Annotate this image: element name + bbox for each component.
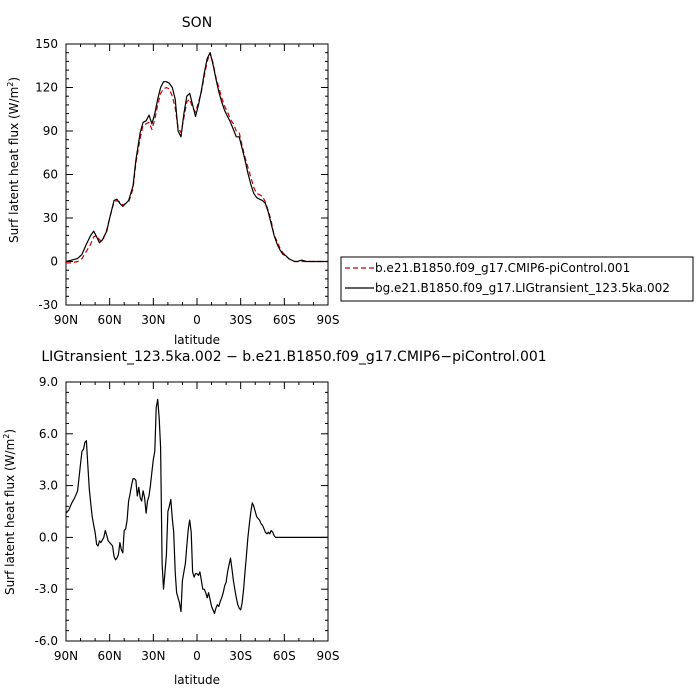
y-tick-label: 120 xyxy=(35,81,58,95)
chart-title: LIGtransient_123.5ka.002 − b.e21.B1850.f… xyxy=(41,349,546,365)
x-tick-label: 0 xyxy=(193,313,201,327)
y-tick-label: 90 xyxy=(43,124,58,138)
x-tick-label: 90S xyxy=(317,649,340,663)
y-tick-label: -30 xyxy=(38,298,58,312)
series-line-1 xyxy=(65,52,328,263)
x-axis-label: latitude xyxy=(174,673,220,687)
plot-area: 90N 60N 30N 0 30S 60S 90S -6.0 -3.0 0.0 3.0 6.0 9.0 xyxy=(35,375,340,663)
y-axis-label: Surf latent heat flux (W/m2) xyxy=(2,429,17,595)
y-tick-label: 0 xyxy=(50,255,58,269)
chart-title: SON xyxy=(182,15,212,31)
x-tick-label: 90S xyxy=(317,313,340,327)
y-axis-label: Surf latent heat flux (W/m2) xyxy=(6,77,21,243)
legend: b.e21.B1850.f09_g17.CMIP6-piControl.001 … xyxy=(340,256,694,302)
y-axis-label-text: Surf latent heat flux (W/m xyxy=(7,87,21,243)
chart-bottom-difference: LIGtransient_123.5ka.002 − b.e21.B1850.f… xyxy=(2,349,547,687)
legend-entry-ligtransient: bg.e21.B1850.f09_g17.LIGtransient_123.5k… xyxy=(375,281,670,295)
x-tick-label: 0 xyxy=(193,649,201,663)
series-line-0 xyxy=(66,52,328,264)
y-axis-label-end: ) xyxy=(7,77,21,82)
y-tick-label: 0.0 xyxy=(39,530,58,544)
x-tick-label: 30N xyxy=(141,313,165,327)
legend-box xyxy=(340,256,694,302)
x-tick-label: 60N xyxy=(98,313,122,327)
plot-frame xyxy=(65,43,329,306)
x-tick-label: 90N xyxy=(54,313,78,327)
y-tick-label: 60 xyxy=(43,168,58,182)
y-axis-label-sup: 2 xyxy=(6,82,15,87)
y-tick-label: 6.0 xyxy=(39,427,58,441)
y-tick-label: 150 xyxy=(35,37,58,51)
plot-area: 90N 60N 30N 0 30S 60S 90S -30 0 30 60 90 120 150 xyxy=(35,37,339,327)
y-axis-label-sup: 2 xyxy=(2,434,11,439)
x-tick-label: 60N xyxy=(98,649,122,663)
x-tick-label: 30N xyxy=(141,649,165,663)
x-axis-label: latitude xyxy=(174,333,220,347)
y-tick-label: -6.0 xyxy=(35,634,58,648)
y-axis-label-end: ) xyxy=(3,429,17,434)
plot-frame xyxy=(65,381,329,642)
series-line-0 xyxy=(65,398,328,615)
svg-text:Surf latent heat flux (W/m2): Surf latent heat flux (W/m2) xyxy=(2,429,17,595)
legend-entry-picontrol: b.e21.B1850.f09_g17.CMIP6-piControl.001 xyxy=(375,261,630,275)
x-tick-label: 60S xyxy=(273,313,296,327)
y-tick-label: -3.0 xyxy=(35,582,58,596)
y-tick-label: 3.0 xyxy=(39,479,58,493)
y-axis-label-text: Surf latent heat flux (W/m xyxy=(3,439,17,595)
y-tick-label: 30 xyxy=(43,211,58,225)
x-tick-label: 60S xyxy=(273,649,296,663)
x-tick-label: 90N xyxy=(54,649,78,663)
svg-text:Surf latent heat flux (W/m2): Surf latent heat flux (W/m2) xyxy=(6,77,21,243)
x-tick-label: 30S xyxy=(229,649,252,663)
chart-top-son: SON Surf latent heat flux (W/m2) latitud… xyxy=(6,15,694,347)
y-tick-label: 9.0 xyxy=(39,375,58,389)
x-tick-label: 30S xyxy=(229,313,252,327)
